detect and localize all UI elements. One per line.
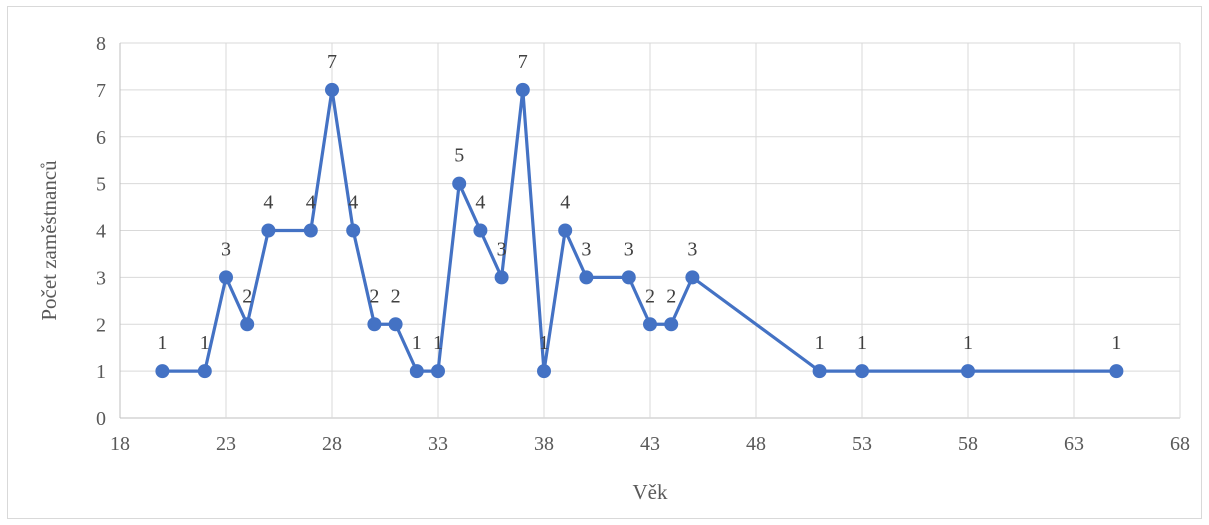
- data-point: [961, 364, 975, 379]
- x-tick-label: 23: [216, 433, 236, 455]
- data-label: 4: [560, 192, 570, 214]
- data-point: [452, 176, 467, 191]
- data-label: 7: [518, 51, 528, 73]
- data-label: 1: [157, 332, 167, 354]
- data-point: [261, 223, 276, 238]
- data-label: 7: [327, 51, 337, 73]
- data-point: [643, 317, 657, 332]
- data-point: [855, 364, 869, 379]
- y-tick-label: 5: [96, 174, 106, 196]
- data-point: [494, 270, 509, 285]
- data-label: 4: [263, 192, 273, 214]
- x-tick-label: 18: [110, 433, 130, 455]
- data-label: 2: [242, 285, 252, 307]
- data-point: [431, 364, 445, 379]
- x-tick-label: 28: [322, 433, 342, 455]
- data-label: 2: [391, 285, 401, 307]
- x-axis-title: Věk: [633, 480, 668, 504]
- data-point: [579, 270, 594, 285]
- data-label: 1: [200, 332, 210, 354]
- y-tick-label: 3: [96, 267, 106, 289]
- data-label: 4: [475, 192, 485, 214]
- data-point: [664, 317, 679, 332]
- data-point: [388, 317, 403, 332]
- data-label: 2: [666, 285, 676, 307]
- data-label: 2: [645, 285, 655, 307]
- y-tick-label: 7: [96, 80, 106, 102]
- data-point: [621, 270, 636, 285]
- data-point: [367, 317, 382, 332]
- data-point: [812, 364, 827, 379]
- data-point: [685, 270, 700, 285]
- data-point: [558, 223, 573, 238]
- data-point: [197, 364, 212, 379]
- data-point: [240, 317, 255, 332]
- data-label: 1: [1111, 332, 1121, 354]
- y-axis-title: Počet zaměstnanců: [37, 160, 61, 321]
- x-tick-label: 48: [746, 433, 766, 455]
- x-tick-label: 53: [852, 433, 872, 455]
- data-point: [325, 82, 339, 97]
- data-label: 1: [815, 332, 825, 354]
- data-label: 2: [369, 285, 379, 307]
- data-label: 3: [497, 238, 507, 260]
- data-point: [409, 364, 424, 379]
- gridlines: [119, 42, 1181, 419]
- x-tick-label: 68: [1170, 433, 1190, 455]
- data-label: 4: [348, 192, 358, 214]
- series: [155, 82, 1124, 379]
- y-tick-label: 4: [96, 221, 106, 243]
- data-label: 3: [687, 238, 697, 260]
- data-point: [1109, 364, 1124, 379]
- y-tick-label: 0: [96, 408, 106, 430]
- data-label: 4: [306, 192, 316, 214]
- data-label: 3: [624, 238, 634, 260]
- data-label: 1: [433, 332, 443, 354]
- data-point: [303, 223, 318, 238]
- data-point: [537, 364, 551, 379]
- data-point: [155, 364, 170, 379]
- y-tick-label: 2: [96, 314, 106, 336]
- chart-frame: [7, 6, 1202, 519]
- data-label: 3: [581, 238, 591, 260]
- data-label: 1: [539, 332, 549, 354]
- x-tick-label: 43: [640, 433, 660, 455]
- y-tick-label: 6: [96, 127, 106, 149]
- x-tick-label: 63: [1064, 433, 1084, 455]
- y-tick-label: 1: [96, 361, 106, 383]
- y-tick-label: 8: [96, 33, 106, 55]
- data-label: 5: [454, 145, 464, 167]
- data-point: [473, 223, 488, 238]
- x-tick-label: 58: [958, 433, 978, 455]
- data-point: [515, 82, 530, 97]
- data-label: 1: [963, 332, 973, 354]
- data-label: 3: [221, 238, 231, 260]
- data-label: 1: [857, 332, 867, 354]
- x-tick-label: 38: [534, 433, 554, 455]
- data-point: [219, 270, 233, 285]
- x-tick-label: 33: [428, 433, 448, 455]
- data-label: 1: [412, 332, 422, 354]
- data-point: [346, 223, 361, 238]
